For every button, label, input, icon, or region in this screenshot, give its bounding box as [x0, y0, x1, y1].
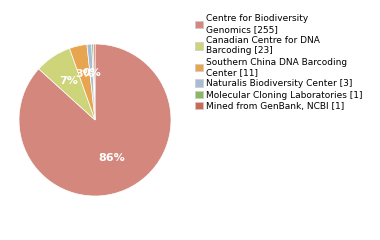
- Legend: Centre for Biodiversity
Genomics [255], Canadian Centre for DNA
Barcoding [23], : Centre for Biodiversity Genomics [255], …: [195, 14, 363, 111]
- Wedge shape: [93, 44, 95, 120]
- Text: 3%: 3%: [75, 69, 94, 79]
- Wedge shape: [92, 44, 95, 120]
- Text: 86%: 86%: [98, 153, 125, 163]
- Wedge shape: [19, 44, 171, 196]
- Text: 0%: 0%: [82, 68, 101, 78]
- Wedge shape: [87, 44, 95, 120]
- Wedge shape: [70, 44, 95, 120]
- Wedge shape: [39, 48, 95, 120]
- Text: 7%: 7%: [59, 76, 78, 86]
